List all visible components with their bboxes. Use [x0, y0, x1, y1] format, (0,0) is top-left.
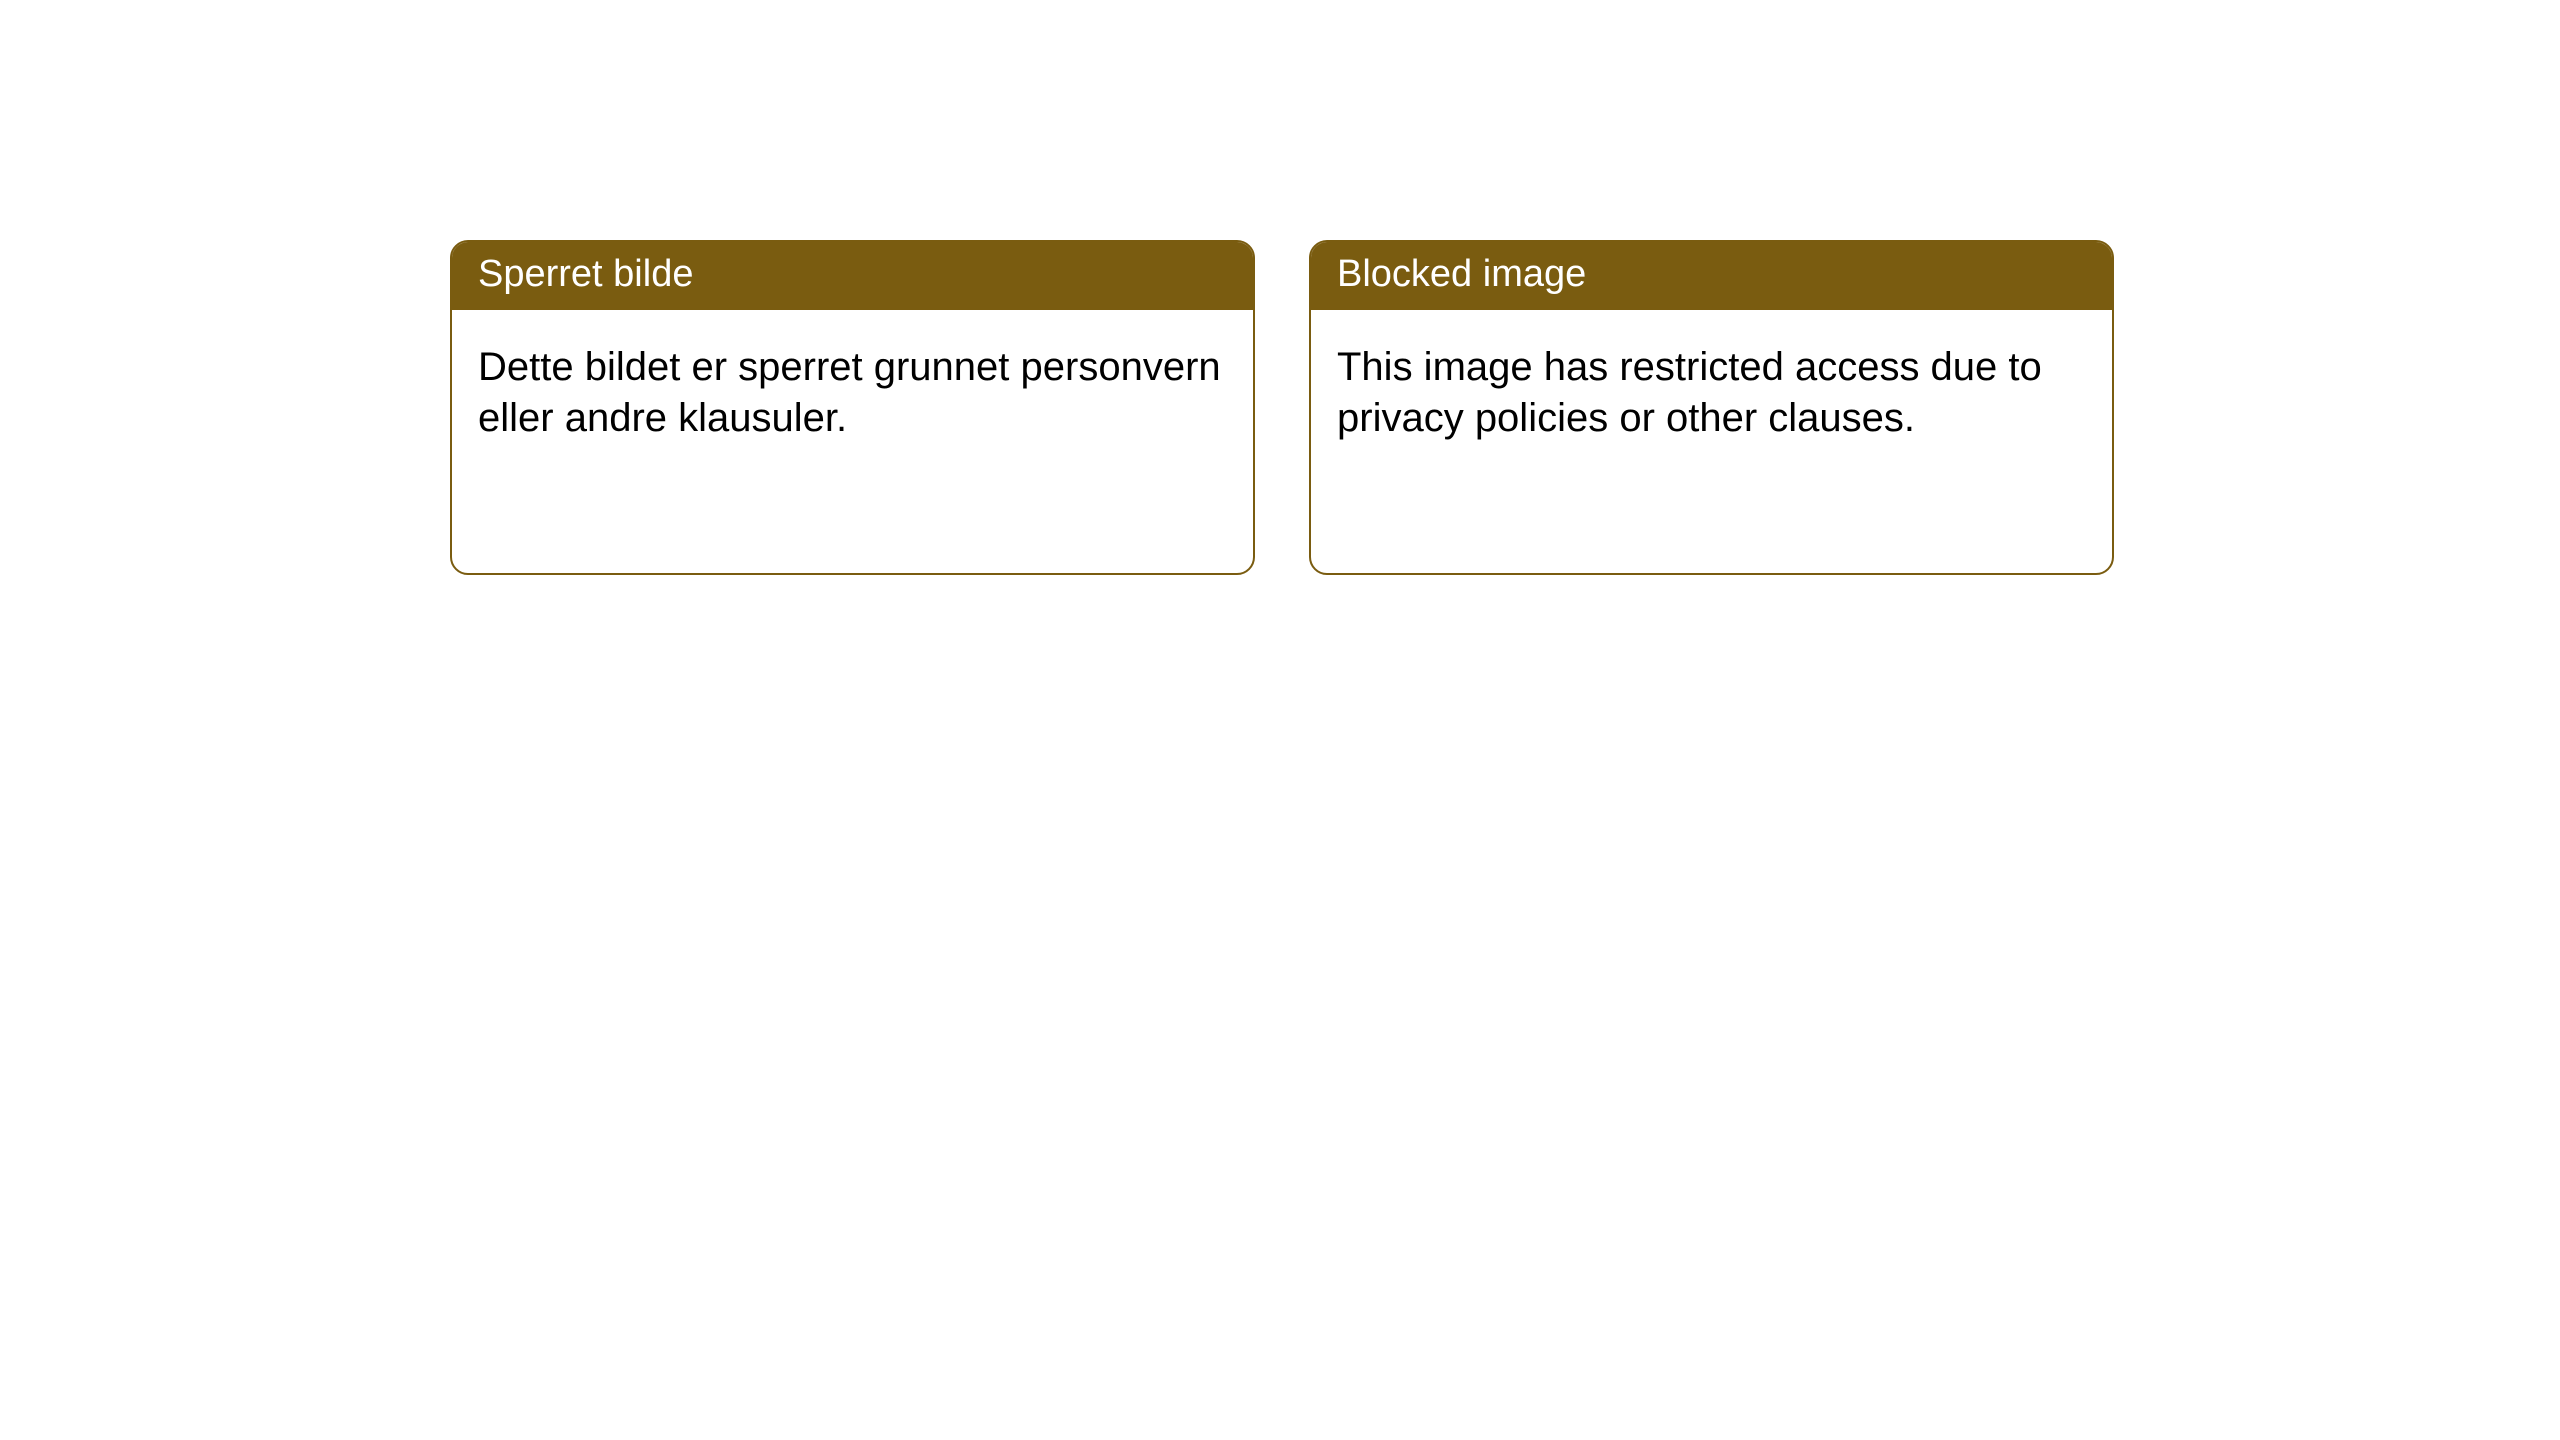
notice-header: Blocked image — [1311, 242, 2112, 310]
notice-container: Sperret bilde Dette bildet er sperret gr… — [0, 0, 2560, 575]
notice-header: Sperret bilde — [452, 242, 1253, 310]
notice-body: This image has restricted access due to … — [1311, 310, 2112, 470]
notice-card-norwegian: Sperret bilde Dette bildet er sperret gr… — [450, 240, 1255, 575]
notice-card-english: Blocked image This image has restricted … — [1309, 240, 2114, 575]
notice-body: Dette bildet er sperret grunnet personve… — [452, 310, 1253, 470]
